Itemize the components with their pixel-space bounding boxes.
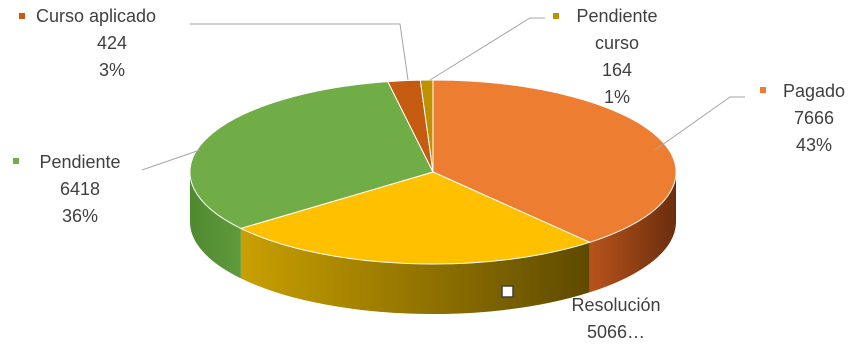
slice-wall-pendiente xyxy=(189,172,241,279)
label-name-resolucion: Resolución xyxy=(571,295,660,315)
label-value-pendiente: 6418 xyxy=(60,179,100,199)
slice-pendiente[interactable] xyxy=(189,81,434,229)
label-name-pagado: Pagado xyxy=(783,81,845,101)
label-marker-pagado xyxy=(760,87,766,93)
slice-wall-pagado xyxy=(589,172,676,293)
leader-line-curso-aplicado xyxy=(190,23,409,81)
label-percent-pendiente-curso: 1% xyxy=(604,87,630,107)
label-marker-curso-aplicado xyxy=(19,13,25,19)
label-name-pendiente-curso-line2: curso xyxy=(595,33,639,53)
leader-line-pendiente xyxy=(141,149,201,171)
label-name-pendiente: Pendiente xyxy=(39,152,120,172)
label-handle[interactable] xyxy=(501,285,514,298)
label-percent-pendiente: 36% xyxy=(62,206,98,226)
label-percent-curso-aplicado: 3% xyxy=(99,60,125,80)
label-value-pendiente-curso: 164 xyxy=(602,60,632,80)
label-marker-pendiente xyxy=(13,158,19,164)
slice-resolucion[interactable] xyxy=(239,171,592,265)
label-percent-pagado: 43% xyxy=(796,135,832,155)
label-value-pagado: 7666 xyxy=(794,108,834,128)
label-value-resolucion: 5066… xyxy=(587,322,645,342)
leader-line-pendiente-curso xyxy=(429,17,545,81)
slice-pendiente-curso[interactable] xyxy=(419,79,434,173)
leader-line-pagado xyxy=(654,96,745,151)
label-name-pendiente-curso-line1: Pendiente xyxy=(576,6,657,26)
label-value-curso-aplicado: 424 xyxy=(97,33,127,53)
label-marker-pendiente-curso xyxy=(553,13,559,19)
slice-pagado[interactable] xyxy=(432,79,677,243)
label-name-curso-aplicado: Curso aplicado xyxy=(36,6,156,26)
